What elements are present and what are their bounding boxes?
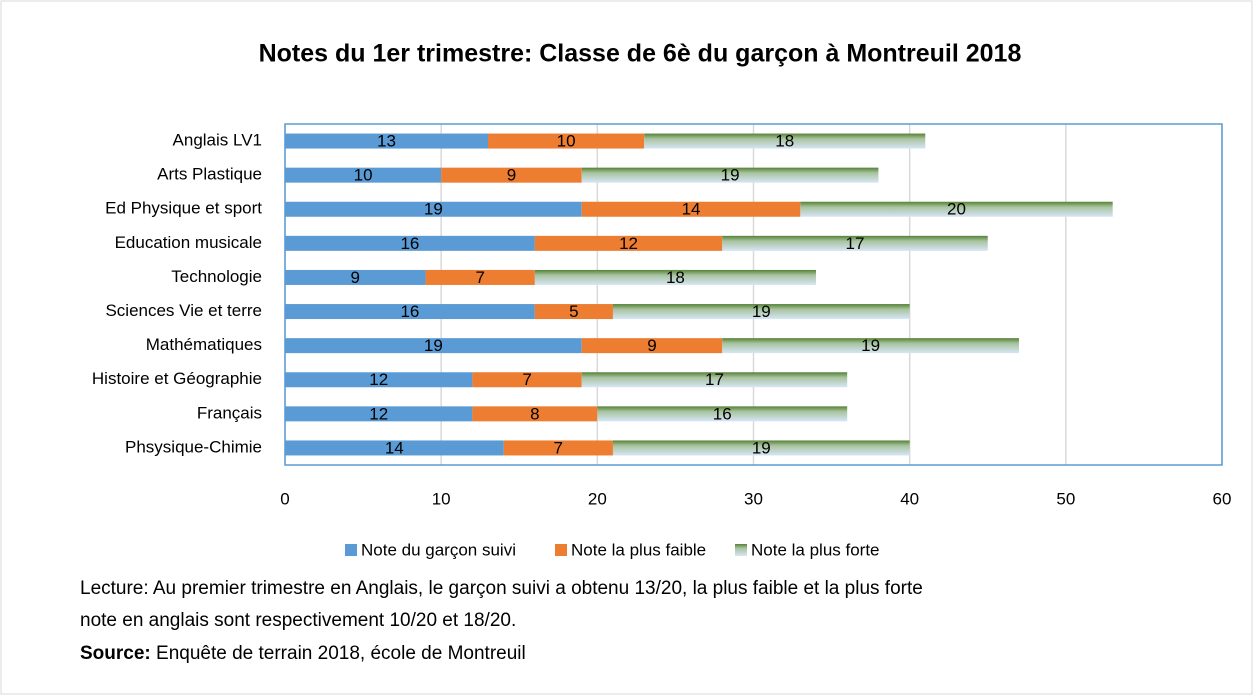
data-label: 19	[424, 200, 443, 219]
bar-segment	[285, 269, 426, 285]
y-tick-label: Anglais LV1	[173, 131, 262, 150]
bar-segment	[597, 406, 848, 422]
bar-segment	[441, 167, 582, 183]
data-label: 10	[557, 132, 576, 151]
data-label: 17	[705, 370, 724, 389]
bar-segment	[425, 269, 535, 285]
bar-segment	[581, 201, 801, 217]
data-label: 19	[721, 166, 740, 185]
note-line: Lecture: Au premier trimestre en Anglais…	[80, 578, 923, 599]
bar-segment	[472, 406, 598, 422]
y-tick-label: Education musicale	[115, 233, 262, 252]
data-label: 7	[475, 268, 484, 287]
data-label: 16	[713, 404, 732, 423]
x-tick-label: 30	[744, 489, 763, 508]
data-label: 20	[947, 200, 966, 219]
plot-border	[284, 123, 1223, 466]
bar-segment	[534, 269, 816, 285]
legend-swatch	[555, 544, 567, 556]
data-label: 19	[424, 336, 443, 355]
source-label: Source:	[80, 643, 151, 664]
bar-segment	[800, 201, 1113, 217]
x-tick-label: 20	[588, 489, 607, 508]
bar-segment	[285, 304, 535, 320]
bar-segment	[488, 133, 645, 149]
x-tick-label: 40	[900, 489, 919, 508]
data-label: 9	[351, 268, 360, 287]
source-text: Enquête de terrain 2018, école de Montre…	[156, 643, 526, 664]
bar-segment	[472, 372, 582, 388]
data-label: 8	[530, 404, 539, 423]
x-tick-label: 60	[1213, 489, 1232, 508]
y-tick-label: Français	[197, 403, 262, 422]
legend-swatch	[345, 544, 357, 556]
bar-segment	[534, 304, 613, 320]
legend-label: Note la plus faible	[571, 540, 706, 559]
bar-segment	[612, 440, 910, 456]
x-tick-label: 10	[432, 489, 451, 508]
bar-segment	[285, 440, 504, 456]
legend-label: Note du garçon suivi	[361, 540, 516, 559]
data-label: 7	[554, 438, 563, 457]
y-tick-label: Sciences Vie et terre	[105, 301, 262, 320]
data-label: 10	[354, 166, 373, 185]
bar-segment	[285, 235, 535, 251]
bar-segment	[285, 372, 473, 388]
legend-swatch	[735, 544, 747, 556]
data-label: 14	[385, 438, 404, 457]
data-label: 16	[400, 234, 419, 253]
data-label: 9	[507, 166, 516, 185]
data-label: 12	[619, 234, 638, 253]
data-label: 12	[369, 370, 388, 389]
data-label: 19	[752, 438, 771, 457]
data-label: 16	[400, 302, 419, 321]
data-label: 9	[647, 336, 656, 355]
bar-segment	[285, 201, 582, 217]
bar-segment	[534, 235, 723, 251]
bar-segment	[285, 133, 489, 149]
y-tick-label: Histoire et Géographie	[92, 369, 262, 388]
bar-segment	[503, 440, 613, 456]
bar-segment	[285, 338, 582, 354]
bar-segment	[581, 338, 723, 354]
y-tick-label: Arts Plastique	[157, 165, 262, 184]
x-tick-label: 0	[280, 489, 289, 508]
data-label: 19	[752, 302, 771, 321]
data-label: 19	[861, 336, 880, 355]
data-label: 13	[377, 132, 396, 151]
data-label: 12	[369, 404, 388, 423]
data-label: 5	[569, 302, 578, 321]
y-tick-label: Mathématiques	[146, 335, 262, 354]
source: Source: Enquête de terrain 2018, école d…	[80, 643, 526, 665]
chart-title: Notes du 1er trimestre: Classe de 6è du …	[259, 40, 1022, 68]
y-tick-label: Ed Physique et sport	[105, 199, 262, 218]
y-tick-label: Technologie	[171, 267, 262, 286]
bar-segment	[285, 167, 442, 183]
data-label: 17	[846, 234, 865, 253]
bar-segment	[581, 167, 879, 183]
data-label: 18	[775, 132, 794, 151]
bar-segment	[722, 235, 988, 251]
note-line: note en anglais sont respectivement 10/2…	[80, 610, 517, 631]
bar-segment	[644, 133, 926, 149]
y-tick-label: Phsysique-Chimie	[125, 437, 262, 456]
data-label: 7	[522, 370, 531, 389]
bar-segment	[722, 338, 1019, 354]
data-label: 18	[666, 268, 685, 287]
x-tick-label: 50	[1056, 489, 1075, 508]
bar-segment	[581, 372, 848, 388]
bar-segment	[612, 304, 910, 320]
bar-segment	[285, 406, 473, 422]
data-label: 14	[682, 200, 701, 219]
legend-label: Note la plus forte	[751, 540, 880, 559]
